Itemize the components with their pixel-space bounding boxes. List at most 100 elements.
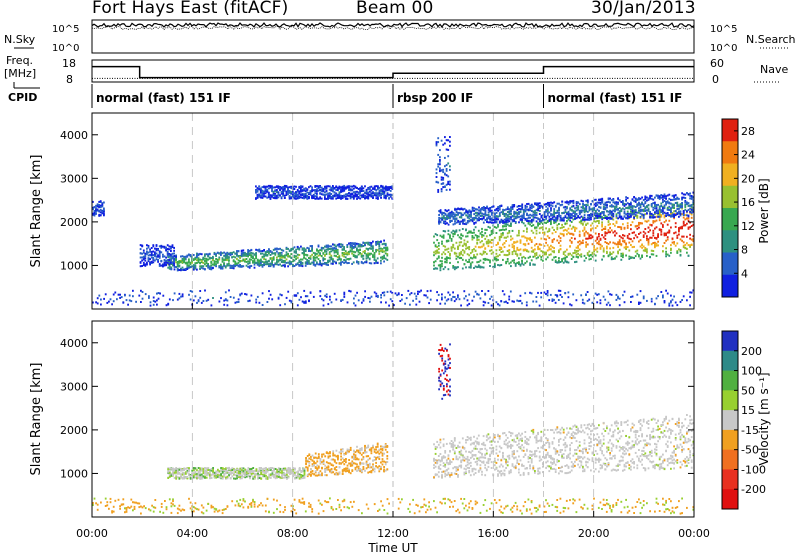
- power-data-point: [550, 209, 552, 212]
- power-data-point: [150, 252, 153, 255]
- power-data-point: [280, 256, 283, 259]
- power-data-point: [673, 217, 675, 220]
- power-data-point: [471, 218, 474, 221]
- power-data-point: [644, 195, 647, 198]
- power-data-point: [654, 227, 656, 230]
- power-data-point: [508, 215, 511, 218]
- power-data-point: [364, 244, 366, 247]
- power-data-point: [340, 196, 342, 199]
- power-data-point: [497, 264, 499, 266]
- power-data-point: [476, 239, 479, 241]
- power-data-point: [593, 217, 596, 220]
- power-data-point: [489, 234, 491, 237]
- power-data-point: [314, 190, 317, 192]
- power-data-point: [309, 291, 312, 294]
- power-data-point: [477, 264, 480, 267]
- power-data-point: [351, 244, 353, 247]
- power-data-point: [446, 215, 448, 218]
- power-data-point: [457, 261, 459, 264]
- power-data-point: [215, 254, 217, 257]
- power-data-point: [344, 256, 347, 259]
- power-data-point: [489, 226, 491, 229]
- power-data-point: [309, 263, 312, 265]
- power-data-point: [591, 200, 594, 203]
- power-data-point: [370, 242, 373, 244]
- power-data-point: [665, 234, 667, 236]
- power-data-point: [479, 218, 482, 220]
- power-data-point: [372, 187, 374, 190]
- power-data-point: [298, 197, 301, 199]
- power-data-point: [532, 216, 535, 218]
- power-data-point: [574, 230, 576, 232]
- power-data-point: [330, 188, 333, 190]
- power-data-point: [461, 228, 464, 230]
- power-data-point: [484, 211, 487, 214]
- power-data-point: [260, 250, 262, 253]
- power-data-point: [321, 298, 323, 301]
- power-data-point: [268, 290, 270, 293]
- power-data-point: [598, 201, 600, 204]
- power-data-point: [502, 225, 504, 228]
- power-data-point: [493, 226, 496, 228]
- power-data-point: [378, 243, 381, 246]
- power-data-point: [96, 297, 99, 300]
- power-data-point: [526, 203, 528, 205]
- power-data-point: [559, 239, 562, 242]
- power-data-point: [207, 255, 209, 258]
- power-data-point: [420, 289, 422, 292]
- power-data-point: [298, 247, 301, 250]
- power-data-point: [484, 258, 487, 261]
- power-data-point: [513, 205, 516, 208]
- power-data-point: [502, 228, 504, 231]
- power-data-point: [598, 233, 600, 235]
- power-data-point: [196, 262, 198, 264]
- power-data-point: [445, 168, 448, 170]
- power-data-point: [585, 230, 587, 233]
- power-data-point: [445, 248, 448, 251]
- power-data-point: [389, 186, 392, 189]
- power-data-point: [139, 248, 142, 251]
- power-data-point: [641, 244, 643, 247]
- power-data-point: [437, 163, 440, 166]
- power-data-point: [194, 267, 197, 270]
- power-data-point: [506, 258, 509, 260]
- power-data-point: [524, 207, 527, 210]
- power-data-point: [259, 187, 262, 190]
- power-data-point: [604, 225, 607, 228]
- power-data-point: [652, 213, 655, 216]
- power-data-point: [308, 250, 310, 252]
- power-data-point: [465, 247, 467, 250]
- power-data-point: [328, 197, 331, 199]
- power-data-point: [473, 213, 476, 216]
- power-data-point: [511, 220, 514, 223]
- power-data-point: [437, 141, 440, 144]
- power-data-point: [553, 201, 556, 204]
- freq-tick-high: 18: [62, 57, 76, 70]
- power-data-point: [668, 197, 671, 200]
- power-data-point: [275, 191, 278, 194]
- power-data-point: [577, 241, 579, 244]
- power-data-point: [535, 211, 538, 214]
- power-data-point: [165, 249, 167, 252]
- power-data-point: [426, 296, 429, 299]
- power-data-point: [282, 256, 285, 259]
- power-data-point: [309, 255, 312, 258]
- power-data-point: [429, 298, 432, 301]
- power-data-point: [530, 210, 533, 212]
- power-data-point: [335, 262, 337, 265]
- power-data-point: [165, 263, 167, 266]
- power-data-point: [259, 196, 262, 199]
- power-data-point: [689, 207, 691, 210]
- power-data-point: [564, 208, 567, 211]
- power-data-point: [279, 257, 281, 260]
- power-data-point: [455, 214, 458, 217]
- power-data-point: [391, 187, 394, 190]
- power-data-point: [682, 220, 685, 223]
- power-data-point: [630, 203, 632, 206]
- power-data-point: [248, 258, 251, 261]
- power-data-point: [473, 216, 476, 219]
- power-data-point: [330, 247, 333, 250]
- power-data-point: [258, 301, 261, 304]
- power-data-point: [152, 303, 155, 306]
- power-data-point: [494, 209, 496, 212]
